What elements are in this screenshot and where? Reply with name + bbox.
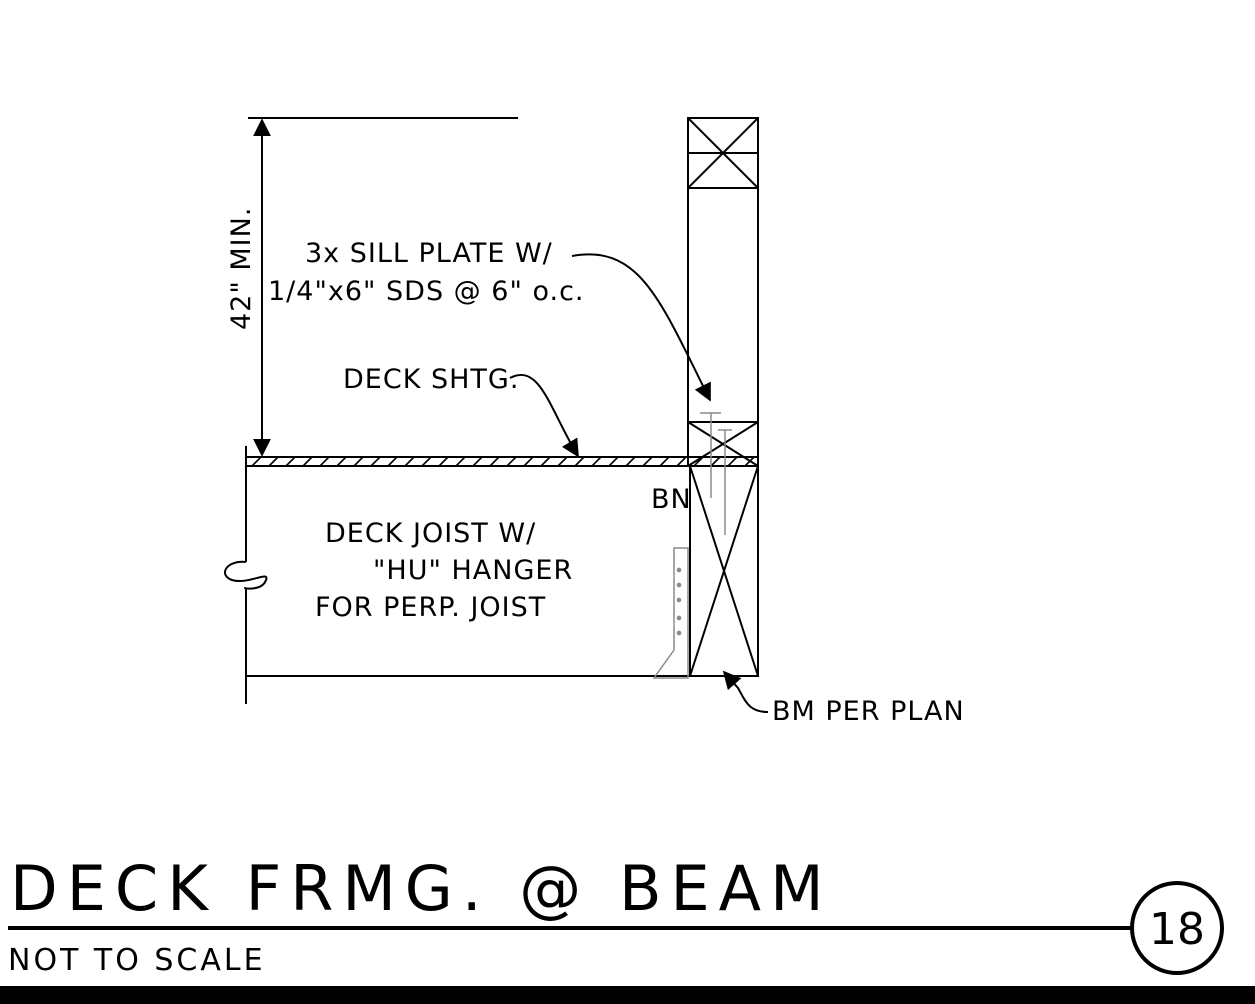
wall-studs — [687, 117, 759, 467]
sheathing-hatch-line — [421, 456, 432, 467]
scale-note: NOT TO SCALE — [8, 943, 266, 978]
sheathing-hatch-line — [506, 456, 517, 467]
sheathing-hatch-line — [302, 456, 313, 467]
sheathing-hatch-line — [438, 456, 449, 467]
sheathing-hatch-line — [336, 456, 347, 467]
sheathing-hatch-line — [523, 456, 534, 467]
sheathing-hatch-line — [727, 456, 738, 467]
dimension-label: 42" MIN. — [226, 207, 257, 330]
sheathing-hatch-line — [455, 456, 466, 467]
sheathing-hatch-line — [591, 456, 602, 467]
sheathing-hatch-line — [285, 456, 296, 467]
sheathing-hatch-line — [710, 456, 721, 467]
sheathing-hatch-line — [353, 456, 364, 467]
sheathing-hatch-line — [608, 456, 619, 467]
joist-hanger — [652, 547, 689, 679]
bn-label: BN — [651, 484, 692, 515]
sheathing-hatch-line — [387, 456, 398, 467]
sheathing-hatch-line — [540, 456, 551, 467]
deck-sheathing-label: DECK SHTG. — [343, 364, 519, 395]
sheathing-hatch-line — [744, 456, 755, 467]
sheathing-hatch-line — [659, 456, 670, 467]
leader-lines — [509, 253, 769, 713]
sheathing-hatch-line — [625, 456, 636, 467]
sheathing-hatch-line — [319, 456, 330, 467]
detail-number-bubble — [1130, 881, 1224, 975]
sheathing-hatch-line — [404, 456, 415, 467]
sheathing-hatch-line — [557, 456, 568, 467]
height-dimension — [248, 117, 518, 457]
sheathing-hatch-line — [489, 456, 500, 467]
bottom-border — [0, 986, 1255, 1004]
sheathing-hatch-line — [370, 456, 381, 467]
sill-plate-screw-label: 1/4"x6" SDS @ 6" o.c. — [268, 276, 585, 307]
sheathing-hatch-line — [693, 456, 704, 467]
sheathing-hatch-line — [268, 456, 279, 467]
joist-label-line3: FOR PERP. JOIST — [315, 592, 546, 623]
detail-title: DECK FRMG. @ BEAM — [10, 852, 833, 925]
deck-sheathing — [246, 456, 758, 467]
sds-screws — [700, 412, 732, 535]
joist-label-line2: "HU" HANGER — [373, 555, 573, 586]
sheathing-hatch-line — [642, 456, 653, 467]
sill-plate-label: 3x SILL PLATE W/ — [305, 238, 553, 269]
sheathing-hatch-line — [251, 456, 262, 467]
beam — [689, 465, 759, 677]
beam-label: BM PER PLAN — [772, 696, 965, 727]
detail-number: 18 — [1149, 904, 1205, 955]
sheathing-hatch-line — [574, 456, 585, 467]
joist-label-line1: DECK JOIST W/ — [325, 518, 536, 549]
sheathing-hatch-line — [472, 456, 483, 467]
sheathing-hatch-line — [676, 456, 687, 467]
